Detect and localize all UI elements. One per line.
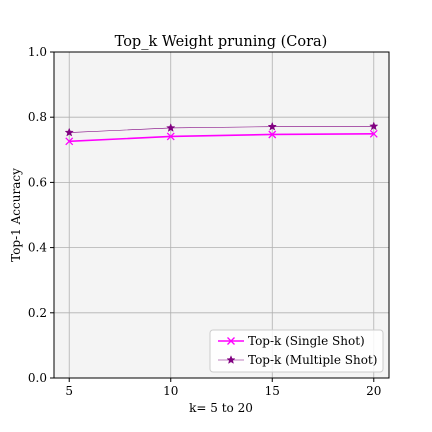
legend-label: Top-k (Single Shot): [248, 334, 365, 348]
data-point-single-shot: [369, 129, 378, 138]
legend: Top-k (Single Shot) Top-k (Multiple Shot): [209, 329, 384, 373]
y-tick-label: 0.8: [28, 110, 47, 124]
y-tick-label: 1.0: [28, 45, 47, 59]
y-tick-label: 0.2: [28, 306, 47, 320]
data-point-multiple-shot: [267, 121, 277, 131]
y-tick-label: 0.0: [28, 371, 47, 385]
data-point-multiple-shot: [64, 127, 74, 137]
data-point-single-shot: [268, 130, 277, 139]
chart-title: Top_k Weight pruning (Cora): [115, 34, 328, 50]
data-point-single-shot: [65, 137, 74, 146]
x-tick-label: 5: [65, 384, 73, 398]
series-layer: [64, 121, 379, 146]
x-tick-label: 15: [265, 384, 280, 398]
plot-background: [54, 52, 389, 378]
x-tick-label: 20: [366, 384, 381, 398]
x-tick-label: 10: [163, 384, 178, 398]
data-point-single-shot: [166, 132, 175, 141]
legend-marker: [227, 337, 235, 345]
plot-frame: [53, 51, 390, 379]
x-axis-label: k= 5 to 20: [189, 401, 253, 415]
legend-box: [209, 329, 384, 373]
series-line-single-shot: [69, 133, 374, 143]
axis-ticks: 5 10 15 20 0.0 0.2 0.4 0.6 0.8 1.0: [28, 45, 382, 398]
y-axis-label: Top-1 Accuracy: [9, 168, 23, 262]
data-point-multiple-shot: [369, 121, 379, 131]
y-tick-label: 0.6: [28, 175, 47, 189]
legend-label: Top-k (Multiple Shot): [248, 353, 377, 367]
legend-marker: [226, 355, 236, 364]
y-tick-label: 0.4: [28, 241, 47, 255]
series-line-multiple-shot: [69, 126, 374, 133]
data-point-multiple-shot: [166, 123, 176, 132]
